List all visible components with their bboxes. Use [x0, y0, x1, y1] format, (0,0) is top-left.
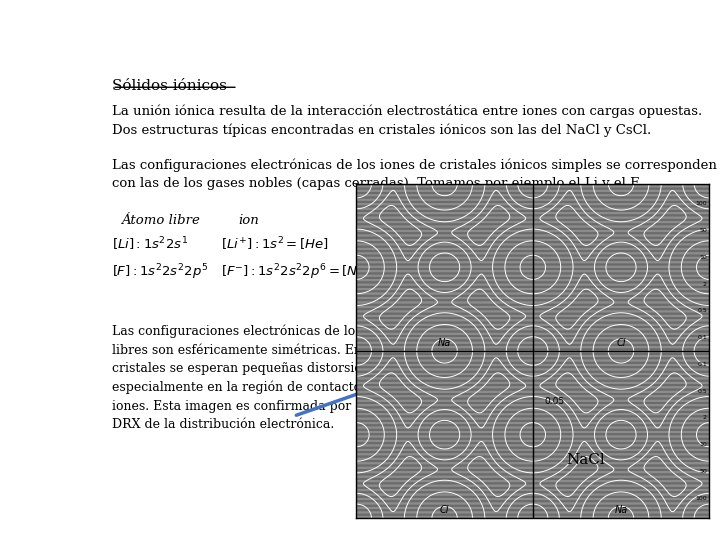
Text: $[F^{-}]:1s^{2}2s^{2}2p^{6}=[Ne]$: $[F^{-}]:1s^{2}2s^{2}2p^{6}=[Ne]$	[221, 262, 372, 282]
Text: 50: 50	[699, 469, 707, 474]
Text: $[Li^{+}]:1s^{2}=[He]$: $[Li^{+}]:1s^{2}=[He]$	[221, 235, 329, 253]
Text: Cl: Cl	[440, 505, 449, 515]
Text: 0.1: 0.1	[697, 335, 707, 340]
Text: 0.5: 0.5	[697, 308, 707, 313]
Text: 10: 10	[699, 255, 707, 260]
Text: Las configuraciones electrónicas de los iones
libres son esféricamente simétrica: Las configuraciones electrónicas de los …	[112, 325, 408, 431]
Text: 0.1: 0.1	[697, 362, 707, 367]
Text: 0.05: 0.05	[544, 397, 564, 406]
Text: La unión iónica resulta de la interacción electrostática entre iones con cargas : La unión iónica resulta de la interacció…	[112, 104, 703, 137]
Text: ion: ion	[238, 214, 258, 227]
Text: 0.5: 0.5	[697, 389, 707, 394]
Text: 100: 100	[696, 496, 707, 501]
Text: 10: 10	[699, 442, 707, 447]
Text: Átomo libre: Átomo libre	[121, 214, 199, 227]
Text: Las configuraciones electrónicas de los iones de cristales iónicos simples se co: Las configuraciones electrónicas de los …	[112, 158, 717, 190]
Text: 50: 50	[699, 228, 707, 233]
Text: $[Li]:1s^{2}2s^{1}$: $[Li]:1s^{2}2s^{1}$	[112, 235, 189, 253]
Text: Na: Na	[614, 505, 628, 515]
Text: $[F]:1s^{2}2s^{2}2p^{5}$: $[F]:1s^{2}2s^{2}2p^{5}$	[112, 262, 208, 282]
Text: Sólidos iónicos: Sólidos iónicos	[112, 79, 228, 93]
Text: NaCl: NaCl	[567, 453, 605, 467]
Text: 2: 2	[703, 415, 707, 421]
Text: 2: 2	[703, 281, 707, 287]
Text: Na: Na	[438, 338, 451, 348]
Text: 100: 100	[696, 201, 707, 206]
Text: Cl: Cl	[616, 338, 626, 348]
